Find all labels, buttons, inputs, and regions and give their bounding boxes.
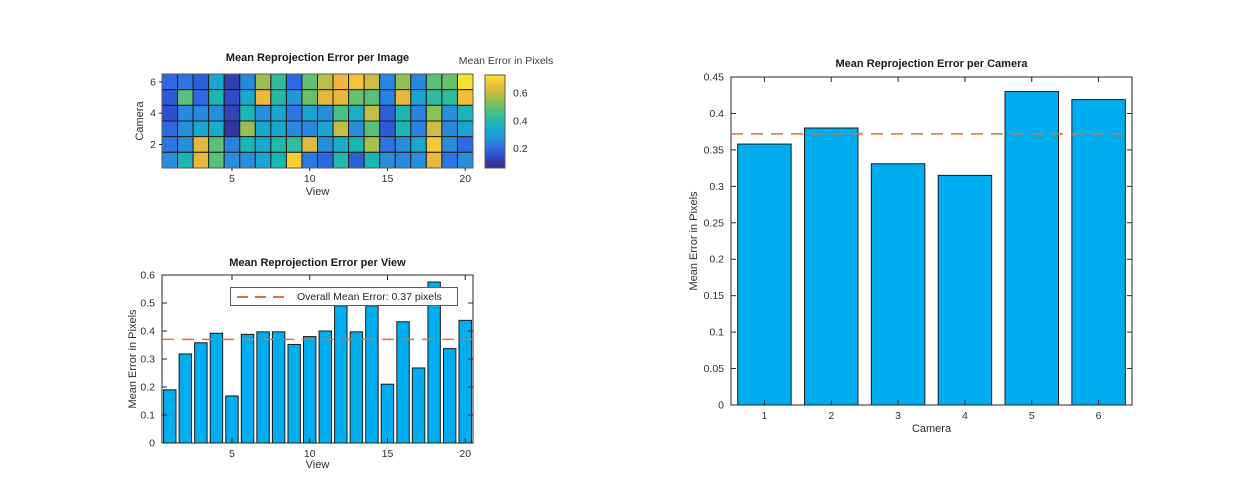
svg-text:0.35: 0.35: [704, 144, 725, 156]
heatmap-plot: 5 10 15 20 2 4 6 0.2 0.4 0.6: [150, 73, 528, 185]
svg-text:0.5: 0.5: [140, 298, 155, 310]
heatmap-x-axis-label: View: [305, 186, 330, 198]
camera-errors-title: Mean Reprojection Error per Camera: [835, 58, 1028, 70]
svg-text:15: 15: [382, 173, 394, 185]
svg-text:0.25: 0.25: [704, 217, 725, 229]
svg-text:0.4: 0.4: [709, 108, 724, 120]
svg-text:20: 20: [459, 448, 471, 460]
svg-text:0.15: 0.15: [704, 290, 725, 302]
legend-dash-icon: [237, 295, 289, 298]
svg-text:0: 0: [718, 400, 724, 412]
svg-text:4: 4: [962, 410, 968, 422]
overall-mean-legend: Overall Mean Error: 0.37 pixels: [230, 287, 458, 306]
colorbar-title: Mean Error in Pixels: [458, 55, 554, 67]
svg-text:2: 2: [828, 410, 834, 422]
svg-text:0.05: 0.05: [704, 363, 725, 375]
svg-text:0.3: 0.3: [140, 354, 155, 366]
camera-errors-plot: 1 2 3 4 5 6 0 0.05 0.1 0.15 0.2 0.25 0.3 0.35 0.4 0.45: [704, 72, 1133, 422]
svg-text:15: 15: [382, 448, 394, 460]
svg-text:5: 5: [229, 448, 235, 460]
svg-text:5: 5: [229, 173, 235, 185]
svg-text:0.1: 0.1: [140, 410, 155, 422]
svg-text:0.6: 0.6: [513, 88, 528, 100]
svg-text:6: 6: [150, 76, 156, 88]
svg-text:0.4: 0.4: [513, 115, 528, 127]
svg-text:0.6: 0.6: [140, 270, 155, 282]
legend-label: Overall Mean Error: 0.37 pixels: [297, 290, 442, 303]
svg-text:0.2: 0.2: [709, 254, 724, 266]
heatmap-title: Mean Reprojection Error per Image: [225, 52, 410, 64]
svg-text:3: 3: [895, 410, 901, 422]
svg-text:5: 5: [1029, 410, 1035, 422]
svg-text:10: 10: [304, 173, 316, 185]
svg-text:0.4: 0.4: [140, 326, 155, 338]
svg-text:0.45: 0.45: [704, 72, 725, 84]
svg-text:0.2: 0.2: [140, 382, 155, 394]
svg-text:0.3: 0.3: [709, 181, 724, 193]
svg-text:20: 20: [459, 173, 471, 185]
svg-text:6: 6: [1096, 410, 1102, 422]
view-errors-x-axis-label: View: [305, 459, 330, 471]
svg-text:1: 1: [761, 410, 767, 422]
svg-text:0.1: 0.1: [709, 327, 724, 339]
svg-text:2: 2: [150, 139, 156, 151]
view-errors-plot: 5 10 15 20 0 0.1 0.2 0.3 0.4 0.5 0.6: [140, 270, 474, 460]
svg-text:10: 10: [304, 448, 316, 460]
camera-errors-x-axis-label: Camera: [911, 423, 952, 435]
svg-text:4: 4: [150, 108, 156, 120]
svg-text:0: 0: [149, 438, 155, 450]
view-errors-title: Mean Reprojection Error per View: [229, 257, 406, 269]
svg-text:0.2: 0.2: [513, 143, 528, 155]
